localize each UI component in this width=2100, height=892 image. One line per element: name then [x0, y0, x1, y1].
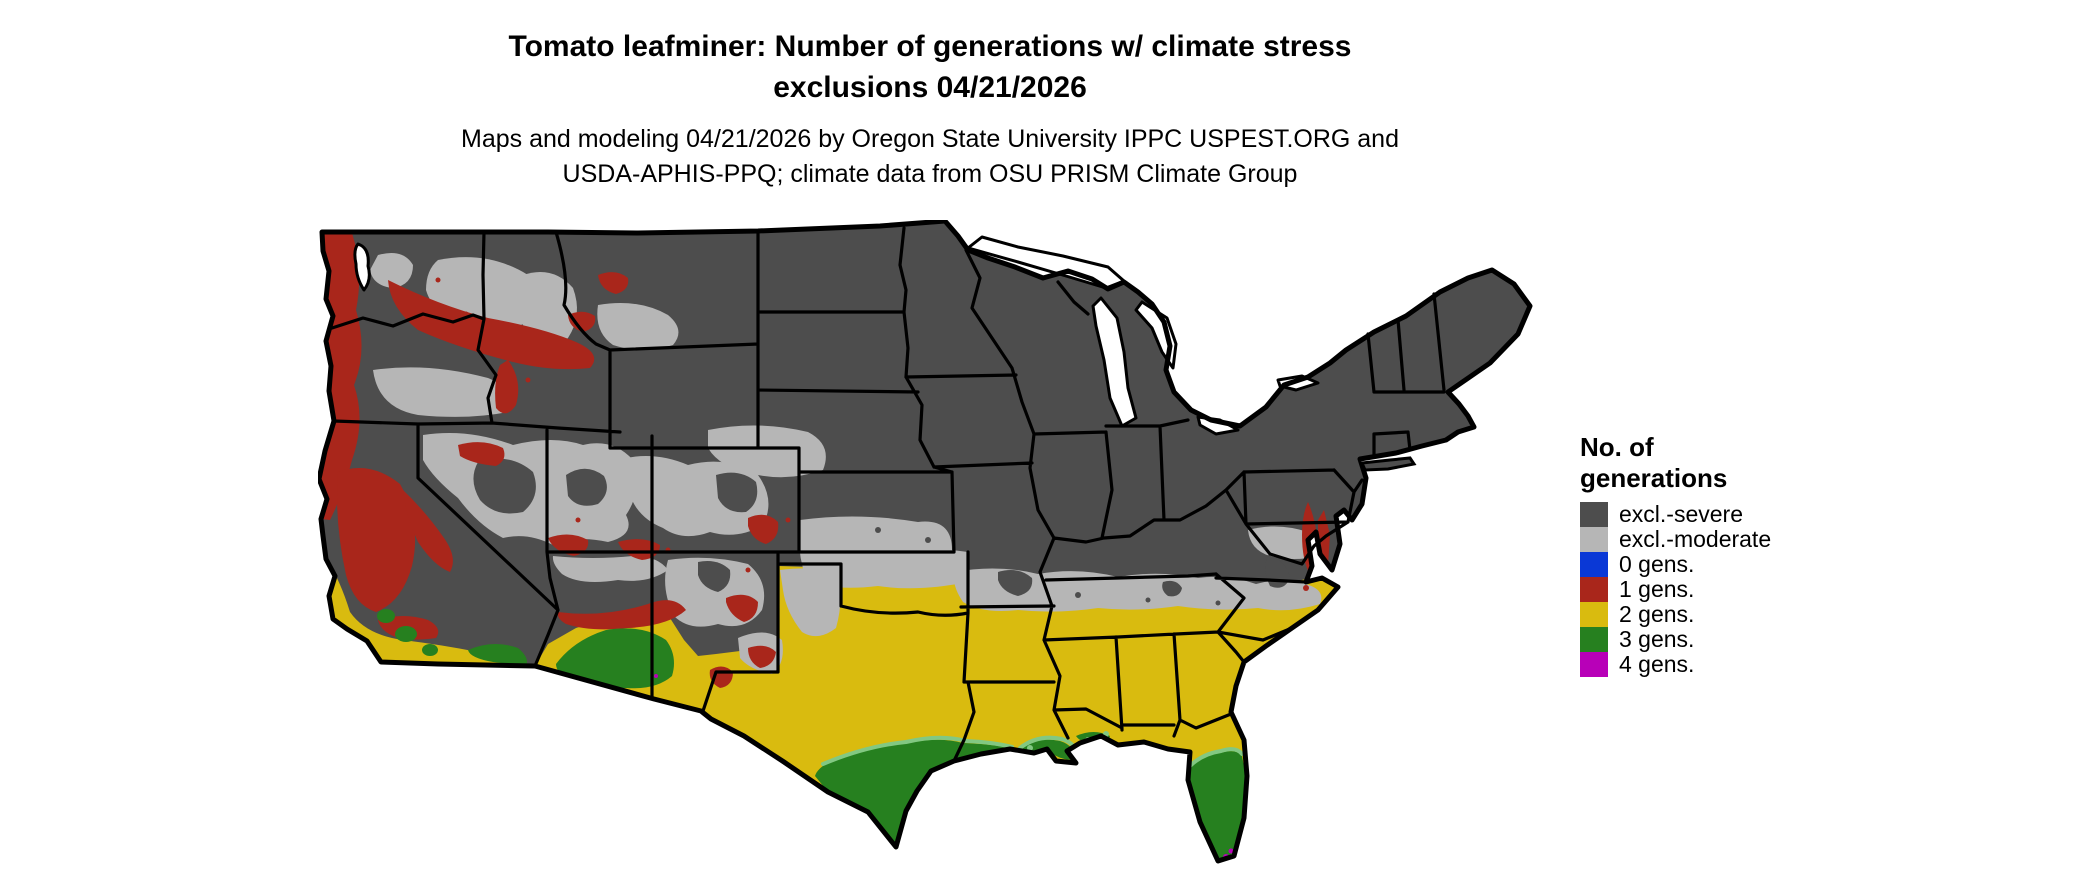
- region-3gens: [377, 609, 1246, 861]
- state-borders: [330, 226, 1446, 763]
- legend-label: excl.-severe: [1619, 501, 1743, 527]
- legend-item: excl.-moderate: [1580, 527, 1880, 552]
- map-subtitle-line1: Maps and modeling 04/21/2026 by Oregon S…: [461, 125, 1399, 153]
- legend-title: No. of generations: [1580, 432, 1880, 494]
- puget-sound: [353, 242, 371, 292]
- legend-item: 3 gens.: [1580, 627, 1880, 652]
- legend-swatch: [1580, 577, 1608, 602]
- map-subtitle: Maps and modeling 04/21/2026 by Oregon S…: [0, 122, 1860, 192]
- legend-item: 1 gens.: [1580, 577, 1880, 602]
- legend-label: 4 gens.: [1619, 651, 1695, 677]
- map-title-line2: exclusions 04/21/2026: [773, 71, 1087, 104]
- us-map: [316, 218, 1533, 864]
- legend-items: excl.-severe excl.-moderate 0 gens. 1 gens.…: [1580, 502, 1880, 677]
- map-title-line1: Tomato leafminer: Number of generations …: [508, 30, 1352, 63]
- us-map-container: [316, 218, 1538, 880]
- legend-label: 0 gens.: [1619, 551, 1695, 577]
- legend-item: 4 gens.: [1580, 652, 1880, 677]
- legend-label: 2 gens.: [1619, 601, 1695, 627]
- legend-swatch: [1580, 527, 1608, 552]
- legend-label: excl.-moderate: [1619, 526, 1772, 552]
- legend-title-line1: No. of: [1580, 432, 1654, 462]
- legend-swatch: [1580, 502, 1608, 527]
- us-outline: [316, 218, 1533, 864]
- legend-item: excl.-severe: [1580, 502, 1880, 527]
- legend: No. of generations excl.-severe excl.-mod…: [1580, 432, 1880, 677]
- region-excl-moderate: [370, 252, 1323, 674]
- legend-item: 0 gens.: [1580, 552, 1880, 577]
- legend-label: 1 gens.: [1619, 576, 1695, 602]
- long-island: [1359, 456, 1417, 472]
- legend-label: 3 gens.: [1619, 626, 1695, 652]
- legend-title-line2: generations: [1580, 463, 1728, 493]
- map-subtitle-line2: USDA-APHIS-PPQ; climate data from OSU PR…: [562, 160, 1298, 188]
- legend-swatch: [1580, 552, 1608, 577]
- legend-swatch: [1580, 652, 1608, 677]
- map-title: Tomato leafminer: Number of generations …: [0, 26, 1860, 108]
- legend-swatch: [1580, 602, 1608, 627]
- legend-swatch: [1580, 627, 1608, 652]
- legend-item: 2 gens.: [1580, 602, 1880, 627]
